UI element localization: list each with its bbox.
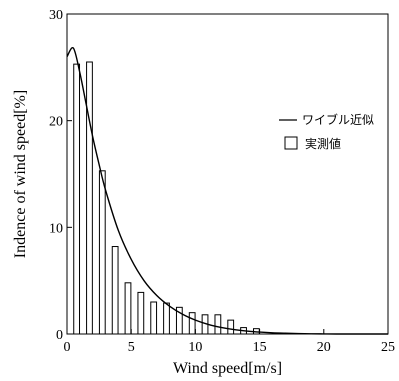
bar-measured [73,63,81,335]
plot-frame [66,13,389,335]
bar-measured [111,246,119,335]
x-tick-label: 25 [381,340,395,355]
x-tick-label: 15 [253,340,267,355]
bar-measured [188,312,196,335]
bar-measured [124,282,132,335]
legend-label-measured: 実測値 [305,136,341,151]
x-tick-label: 5 [128,340,135,355]
bar-measured [150,301,158,335]
y-tick-label: 0 [56,328,63,343]
x-tick-label: 20 [317,340,331,355]
legend-label-weibull: ワイブル近似 [302,112,374,127]
y-tick-label: 10 [49,221,63,236]
bar-measured [227,319,235,335]
x-tick-label: 10 [188,340,202,355]
x-tick-label: 0 [64,340,71,355]
bar-measured [98,170,106,335]
x-axis-title: Wind speed[m/s] [173,360,282,377]
bar-measured [137,291,145,335]
legend-bar-swatch [284,136,298,150]
bar-measured [214,314,222,335]
y-tick-label: 20 [49,115,63,130]
y-tick-label: 30 [49,8,63,23]
bar-measured [163,302,170,335]
legend: ワイブル近似 実測値 [279,112,374,151]
bar-measured [86,61,93,335]
y-axis-title: Indence of wind speed[%] [12,90,29,258]
